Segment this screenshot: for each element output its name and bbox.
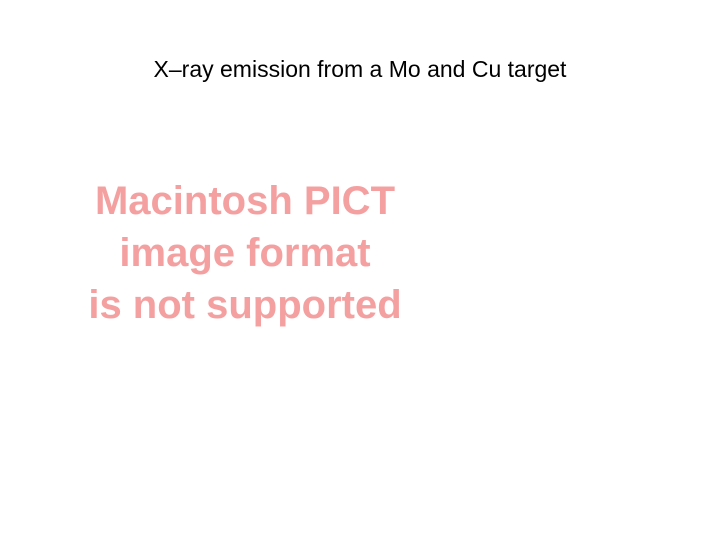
- pict-error-message: Macintosh PICT image format is not suppo…: [65, 175, 425, 331]
- error-line-2: image format: [65, 227, 425, 279]
- error-line-1: Macintosh PICT: [65, 175, 425, 227]
- error-line-3: is not supported: [65, 279, 425, 331]
- slide-title: X–ray emission from a Mo and Cu target: [0, 56, 720, 83]
